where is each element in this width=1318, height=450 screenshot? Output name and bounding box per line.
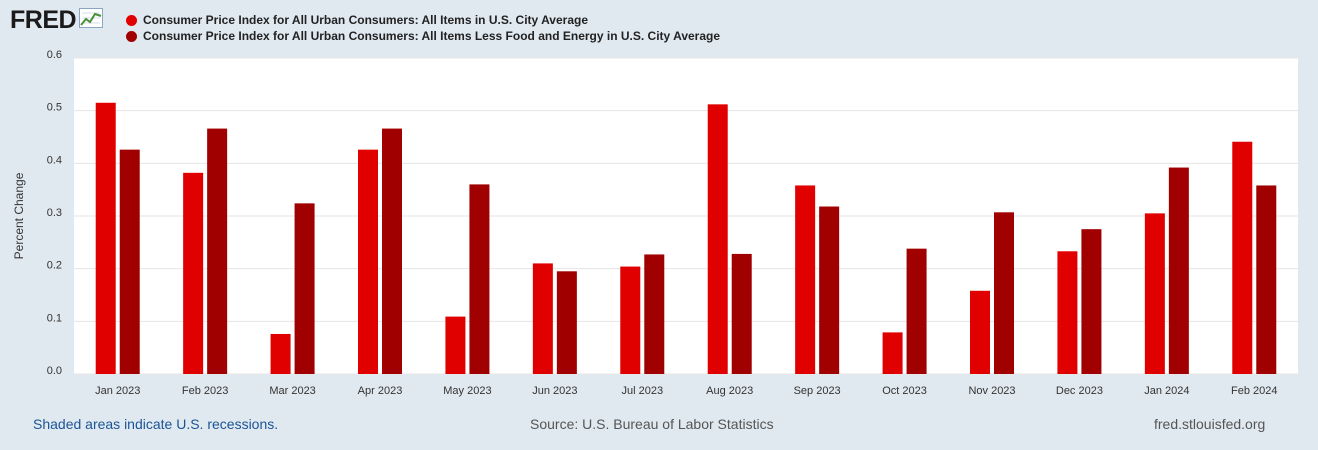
fred-logo[interactable]: FRED xyxy=(10,6,104,34)
bar-series1-2 xyxy=(270,333,291,374)
x-tick-label: Jul 2023 xyxy=(621,385,663,397)
bar-series2-8 xyxy=(819,206,840,374)
fred-logo-text: FRED xyxy=(10,6,77,34)
source-note: Source: U.S. Bureau of Labor Statistics xyxy=(530,416,774,432)
bar-series1-12 xyxy=(1144,213,1165,374)
bar-series1-5 xyxy=(532,263,553,374)
bar-series1-6 xyxy=(620,266,641,374)
legend-item-series2[interactable]: Consumer Price Index for All Urban Consu… xyxy=(126,28,720,44)
x-tick-label: Feb 2023 xyxy=(182,385,228,397)
y-tick-label: 0.6 xyxy=(47,49,62,61)
bar-series2-6 xyxy=(644,254,665,374)
x-tick-label: Sep 2023 xyxy=(794,385,841,397)
bar-series1-11 xyxy=(1057,251,1078,374)
bar-series2-2 xyxy=(294,203,315,374)
bar-series2-10 xyxy=(994,212,1014,374)
x-tick-label: Aug 2023 xyxy=(706,385,753,397)
x-tick-label: May 2023 xyxy=(443,385,491,397)
bar-series2-5 xyxy=(556,271,577,374)
bar-series2-3 xyxy=(382,128,402,374)
bar-series1-8 xyxy=(795,185,816,374)
y-tick-label: 0.4 xyxy=(47,154,62,166)
bar-series2-4 xyxy=(469,184,490,374)
y-axis-label: Percent Change xyxy=(12,172,26,259)
bar-series1-0 xyxy=(95,102,116,375)
bar-series1-13 xyxy=(1232,141,1253,374)
bar-series1-3 xyxy=(358,149,378,374)
bar-series2-7 xyxy=(731,253,752,374)
x-tick-label: Apr 2023 xyxy=(358,385,403,397)
x-tick-label: Jun 2023 xyxy=(532,385,577,397)
bar-series1-1 xyxy=(183,172,204,374)
bar-chart: 0.0 0.1 0.2 0.3 0.4 0.5 0.6 Jan 2023 Feb 2023 Mar… xyxy=(12,49,1298,397)
x-tick-label: Oct 2023 xyxy=(882,385,927,397)
bar-series1-9 xyxy=(882,332,903,374)
x-tick-label: Feb 2024 xyxy=(1231,385,1277,397)
y-tick-label: 0.1 xyxy=(47,312,62,324)
y-tick-label: 0.2 xyxy=(47,260,62,272)
legend-label-series2: Consumer Price Index for All Urban Consu… xyxy=(143,29,721,43)
fred-chart-icon xyxy=(79,7,104,33)
x-tick-label: Nov 2023 xyxy=(968,385,1015,397)
bar-series2-13 xyxy=(1256,185,1277,374)
bar-series2-9 xyxy=(906,248,927,374)
legend-marker-series1 xyxy=(126,14,137,26)
x-tick-label: Jan 2023 xyxy=(95,385,140,397)
chart-legend: Consumer Price Index for All Urban Consu… xyxy=(126,12,720,44)
legend-item-series1[interactable]: Consumer Price Index for All Urban Consu… xyxy=(126,12,720,28)
x-tick-label: Jan 2024 xyxy=(1144,385,1189,397)
bar-series2-11 xyxy=(1081,229,1102,374)
y-tick-label: 0.3 xyxy=(47,207,62,219)
site-link[interactable]: fred.stlouisfed.org xyxy=(1154,416,1266,432)
legend-label-series1: Consumer Price Index for All Urban Consu… xyxy=(143,13,588,27)
bar-series2-0 xyxy=(119,149,140,374)
legend-marker-series2 xyxy=(126,30,137,42)
x-tick-label: Dec 2023 xyxy=(1056,385,1103,397)
bar-series1-10 xyxy=(970,290,990,374)
x-tick-label: Mar 2023 xyxy=(269,385,315,397)
bar-series1-4 xyxy=(445,316,466,374)
bar-series2-12 xyxy=(1168,167,1189,374)
recession-note[interactable]: Shaded areas indicate U.S. recessions. xyxy=(33,416,279,432)
y-tick-label: 0.0 xyxy=(47,365,62,377)
y-tick-label: 0.5 xyxy=(47,102,62,114)
bar-series1-7 xyxy=(707,104,728,374)
bar-series2-1 xyxy=(207,128,228,374)
